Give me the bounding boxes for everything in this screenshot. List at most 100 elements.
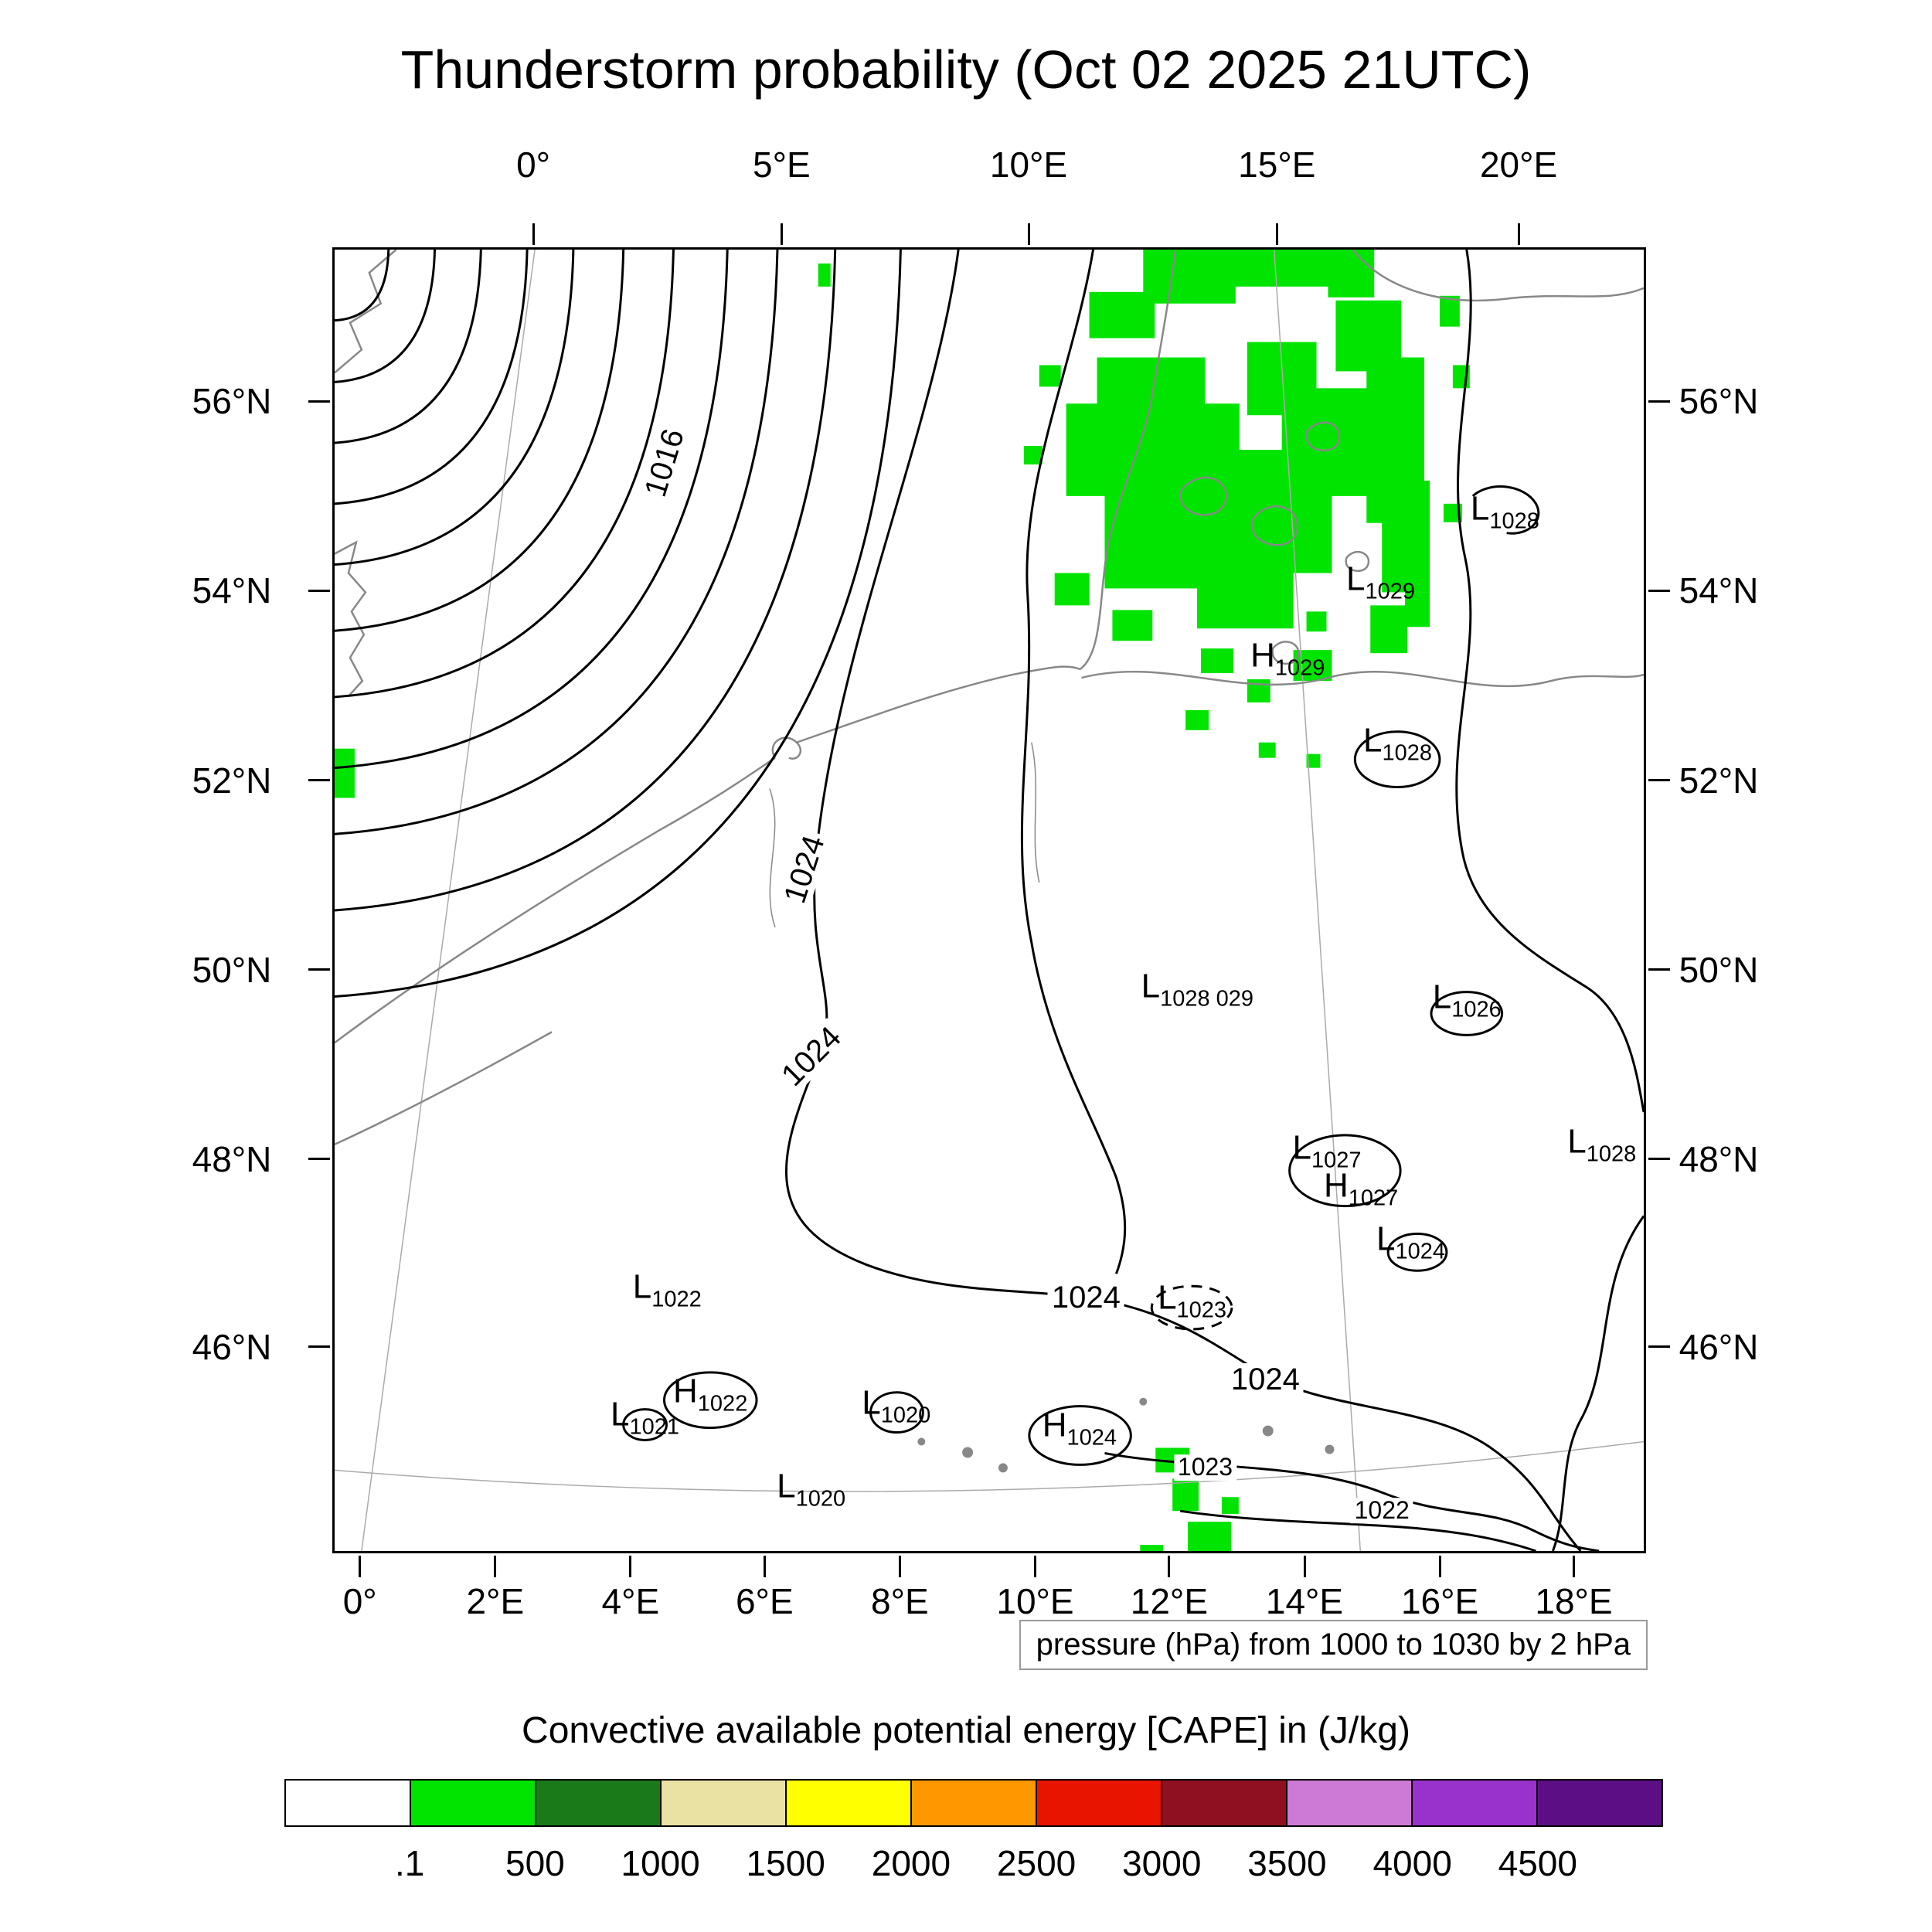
pressure-center-value: 1020 [880,1403,931,1428]
colorbar-segment [1536,1781,1662,1825]
axis-tick-label-top: 0° [516,145,551,185]
pressure-center-letter: H [673,1372,698,1410]
axis-tick-label-top: 10°E [989,145,1068,185]
cape-legend-title: Convective available potential energy [C… [522,1710,1410,1751]
pressure-center-letter: L [1432,978,1452,1016]
isobar-east-south [1552,1215,1644,1551]
axis-tick-label-bottom: 12°E [1130,1581,1209,1621]
colorbar-tick-label: 500 [505,1843,565,1883]
axis-tick-top [1275,223,1278,245]
pressure-center-label: L1024 [1376,1222,1445,1263]
axis-tick-top [780,223,783,245]
colorbar-tick-label: 3000 [1122,1843,1202,1883]
contour-value-label: 1023 [1173,1454,1237,1481]
pressure-center-label: L1027 [1293,1131,1362,1172]
pressure-center-letter: H [1042,1406,1067,1444]
axis-tick-label-left: 50°N [192,949,272,990]
pressure-center-letter: L [1158,1278,1177,1317]
pressure-center-label: L1021 [610,1395,679,1440]
axis-tick-label-left: 52°N [192,760,272,801]
axis-tick-label-bottom: 18°E [1535,1581,1613,1621]
graticule [335,250,1644,1551]
axis-tick-right [1648,589,1670,592]
axis-tick-label-left: 56°N [192,381,272,422]
pressure-center-value: 1028 [1586,1141,1637,1167]
pressure-center-label: L1028 [1471,492,1539,533]
colorbar-tick-label: 3500 [1247,1843,1327,1883]
axis-tick-label-bottom: 0° [342,1581,377,1621]
isobar-contours [335,250,1644,1551]
axis-tick-label-bottom: 8°E [871,1581,929,1621]
axis-tick-label-left: 54°N [192,570,272,611]
pressure-center-value: 1026 [1451,997,1502,1022]
colorbar-tick-label: .1 [394,1843,425,1883]
pressure-center-letter: L [1363,721,1383,760]
cape-colorbar-labels: .1 500 1000 1500 2000 2500 3000 3500 4000 4500 [284,1842,1663,1889]
colorbar-tick-label: 1000 [621,1843,700,1883]
contour-value-label: 1024 [1226,1362,1304,1396]
axis-tick-left [308,1345,330,1349]
axis-tick-label-left: 46°N [192,1326,272,1367]
pressure-center-letter: H [1250,636,1275,675]
axis-tick-top [1027,223,1030,245]
colorbar-tick-label: 4000 [1372,1843,1452,1883]
axis-tick-label-top: 15°E [1238,145,1316,185]
pressure-center-value: 1028 [1489,509,1539,534]
axis-tick-right [1648,1345,1670,1349]
colorbar-segment [1036,1781,1161,1825]
axis-tick-left [308,1158,330,1161]
axis-tick-label-left: 48°N [192,1138,272,1179]
pressure-center-letter: L [1346,560,1366,598]
pressure-center-value: 1029 [1365,579,1415,604]
pressure-center-label: L1028 [1363,723,1432,764]
colorbar-tick-label: 2500 [996,1843,1077,1883]
colorbar-segment [1161,1781,1286,1825]
pressure-center-value: 1028 029 [1160,986,1254,1012]
pressure-center-value: 1027 [1311,1148,1362,1173]
pressure-center-label: L1028 029 [1141,967,1254,1012]
axis-tick-right [1648,1158,1670,1161]
coastlines [335,250,1644,1473]
pressure-center-value: 1022 [651,1287,702,1312]
axis-tick-label-right: 54°N [1679,570,1759,611]
pressure-center-label: L1026 [1433,980,1502,1021]
pressure-center-letter: L [610,1395,630,1434]
pressure-center-value: 1024 [1395,1239,1445,1264]
pressure-center-value: 1021 [629,1414,679,1440]
axis-tick-top [1517,223,1520,245]
pressure-center-value: 1020 [795,1486,846,1512]
axis-tick-bottom [1168,1556,1171,1577]
pressure-center-value: 1028 [1382,740,1433,766]
pressure-center-label: L1020 [862,1386,930,1427]
pressure-center-letter: L [632,1267,652,1306]
axis-tick-bottom [763,1556,766,1577]
axis-tick-label-bottom: 4°E [601,1581,660,1621]
colorbar-segment [535,1781,660,1825]
axis-tick-label-right: 50°N [1679,949,1759,990]
axis-tick-label-top: 5°E [753,145,811,185]
axis-tick-bottom [629,1556,632,1577]
axis-tick-right [1648,968,1670,971]
pressure-center-letter: L [1141,967,1161,1005]
page-title: Thunderstorm probability (Oct 02 2025 21… [400,39,1532,100]
pressure-range-caption: pressure (hPa) from 1000 to 1030 by 2 hP… [1019,1620,1648,1670]
pressure-center-label: H1027 [1324,1168,1398,1209]
colorbar-segment [1411,1781,1536,1825]
contour-value-label: 1022 [1350,1497,1413,1524]
pressure-center-letter: H [1323,1166,1349,1205]
axis-tick-bottom [898,1556,901,1577]
axis-tick-label-bottom: 2°E [466,1581,525,1621]
pressure-center-letter: L [1292,1128,1312,1167]
pressure-center-label: L1022 [633,1270,702,1311]
isobar-squiggle-ne [1471,485,1540,535]
axis-tick-bottom [359,1556,362,1577]
colorbar-segment [660,1781,785,1825]
colorbar-segment [286,1781,410,1825]
axis-tick-label-bottom: 16°E [1400,1581,1479,1621]
pressure-center-label: L1020 [777,1469,845,1510]
pressure-center-value: 1022 [697,1391,748,1417]
colorbar-segment [410,1781,535,1825]
colorbar-segment [1286,1781,1411,1825]
axis-tick-label-bottom: 10°E [996,1581,1074,1621]
